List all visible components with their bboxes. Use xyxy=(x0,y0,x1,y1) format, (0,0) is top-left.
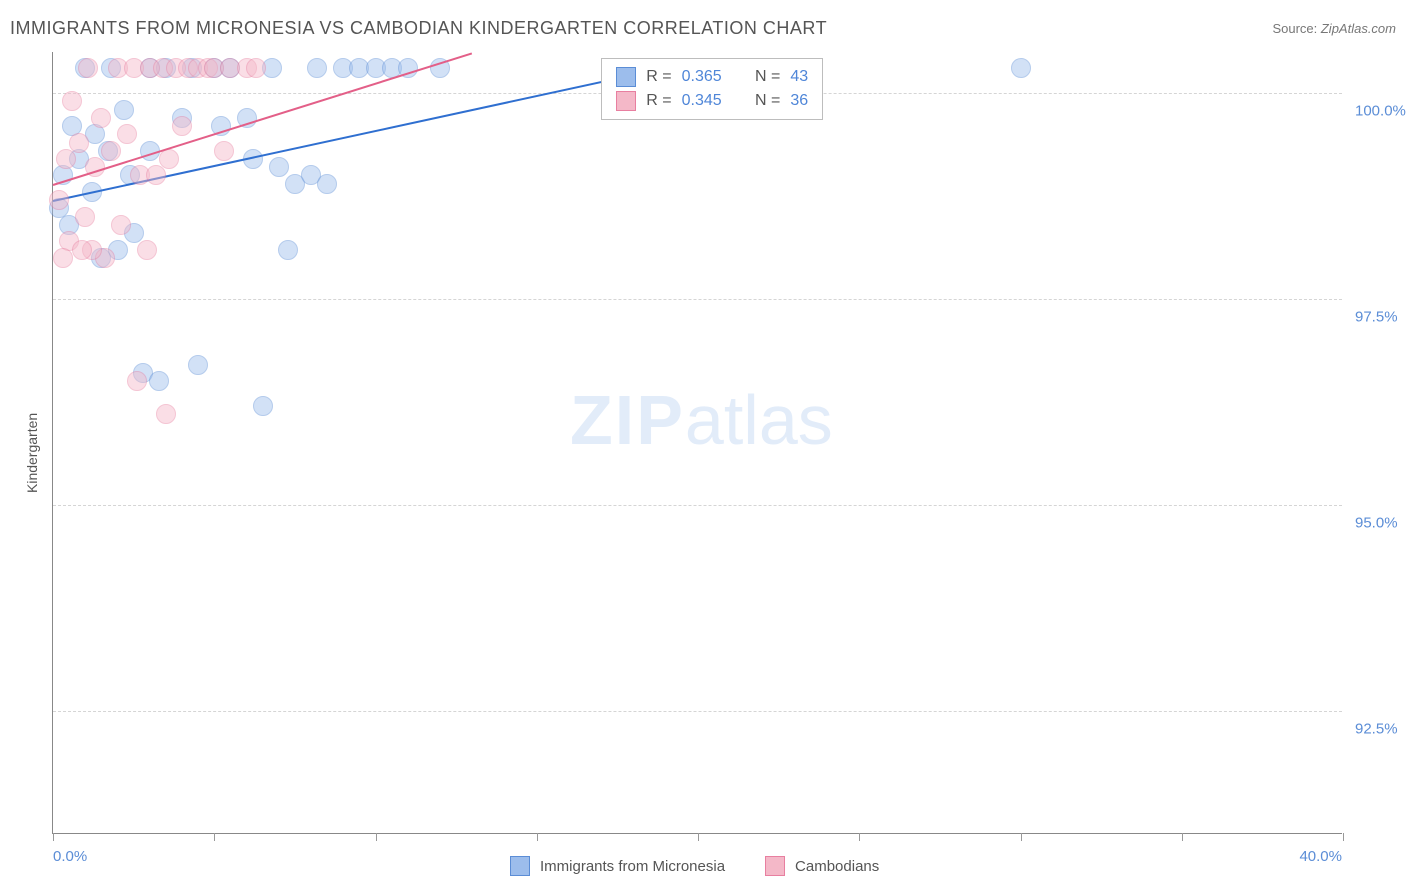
stats-legend-row: R = 0.365 N = 43 xyxy=(616,65,808,89)
data-point xyxy=(146,165,166,185)
data-point xyxy=(62,91,82,111)
legend-swatch xyxy=(510,856,530,876)
legend-swatch xyxy=(765,856,785,876)
data-point xyxy=(307,58,327,78)
data-point xyxy=(75,207,95,227)
data-point xyxy=(317,174,337,194)
legend-swatch xyxy=(616,91,636,111)
n-label: N = xyxy=(755,92,780,110)
data-point xyxy=(49,190,69,210)
x-tick-mark xyxy=(1182,833,1183,841)
y-tick-label: 100.0% xyxy=(1355,103,1406,120)
y-tick-label: 92.5% xyxy=(1355,720,1398,737)
x-tick-mark xyxy=(1021,833,1022,841)
data-point xyxy=(253,396,273,416)
data-point xyxy=(111,215,131,235)
data-point xyxy=(56,149,76,169)
legend-series-name: Immigrants from Micronesia xyxy=(540,858,725,875)
data-point xyxy=(1011,58,1031,78)
n-label: N = xyxy=(755,68,780,86)
gridline xyxy=(53,711,1342,712)
r-value: 0.365 xyxy=(682,68,722,86)
x-tick-mark xyxy=(537,833,538,841)
r-label: R = xyxy=(646,92,671,110)
gridline xyxy=(53,505,1342,506)
source-prefix: Source: xyxy=(1272,21,1320,36)
data-point xyxy=(101,141,121,161)
n-value: 36 xyxy=(790,92,808,110)
x-tick-mark xyxy=(53,833,54,841)
source-attribution: Source: ZipAtlas.com xyxy=(1272,21,1396,36)
stats-legend: R = 0.365 N = 43R = 0.345 N = 36 xyxy=(601,58,823,120)
data-point xyxy=(53,248,73,268)
x-tick-mark xyxy=(376,833,377,841)
x-tick-mark xyxy=(1343,833,1344,841)
data-point xyxy=(278,240,298,260)
source-name: ZipAtlas.com xyxy=(1321,21,1396,36)
data-point xyxy=(137,240,157,260)
x-axis-start-label: 0.0% xyxy=(53,848,87,865)
data-point xyxy=(156,404,176,424)
legend-item: Cambodians xyxy=(765,856,879,876)
legend-item: Immigrants from Micronesia xyxy=(510,856,725,876)
data-point xyxy=(69,133,89,153)
data-point xyxy=(91,108,111,128)
x-axis-end-label: 40.0% xyxy=(1299,848,1342,865)
data-point xyxy=(117,124,137,144)
y-tick-label: 97.5% xyxy=(1355,308,1398,325)
n-value: 43 xyxy=(790,68,808,86)
series-legend: Immigrants from Micronesia Cambodians xyxy=(510,856,879,876)
data-point xyxy=(127,371,147,391)
chart-title: IMMIGRANTS FROM MICRONESIA VS CAMBODIAN … xyxy=(10,18,827,39)
r-value: 0.345 xyxy=(682,92,722,110)
legend-swatch xyxy=(616,67,636,87)
r-label: R = xyxy=(646,68,671,86)
data-point xyxy=(114,100,134,120)
legend-series-name: Cambodians xyxy=(795,858,879,875)
data-point xyxy=(246,58,266,78)
data-point xyxy=(214,141,234,161)
data-point xyxy=(159,149,179,169)
data-point xyxy=(188,355,208,375)
data-point xyxy=(269,157,289,177)
x-tick-mark xyxy=(214,833,215,841)
stats-legend-row: R = 0.345 N = 36 xyxy=(616,89,808,113)
x-tick-mark xyxy=(859,833,860,841)
gridline xyxy=(53,299,1342,300)
data-point xyxy=(149,371,169,391)
data-point xyxy=(172,116,192,136)
data-point xyxy=(78,58,98,78)
y-tick-label: 95.0% xyxy=(1355,514,1398,531)
scatter-plot-area: 92.5%95.0%97.5%100.0%0.0%40.0%R = 0.365 … xyxy=(52,52,1342,834)
data-point xyxy=(72,240,92,260)
x-tick-mark xyxy=(698,833,699,841)
y-axis-label: Kindergarten xyxy=(24,413,40,493)
